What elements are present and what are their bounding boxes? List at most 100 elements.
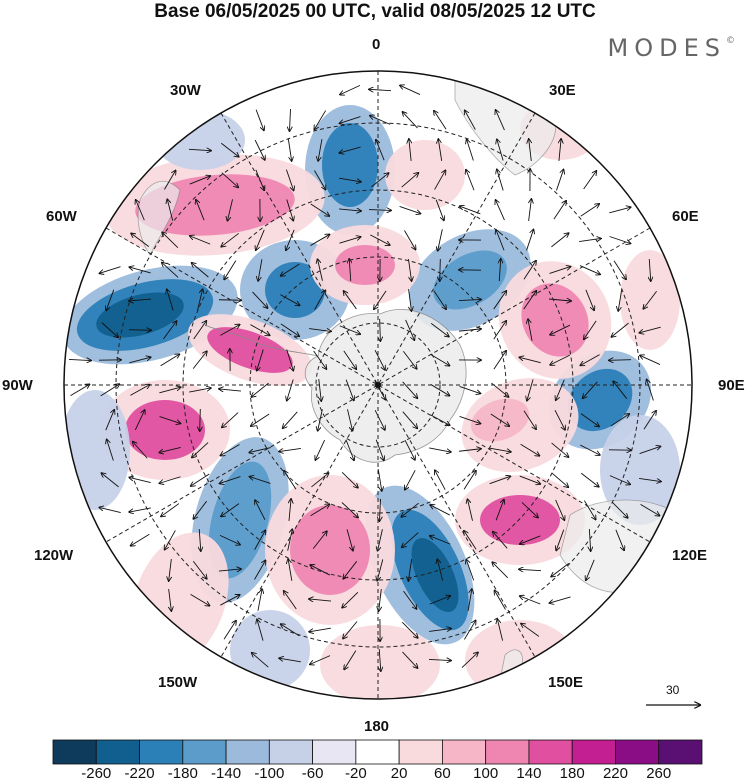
wind-vector-arrow (254, 530, 266, 550)
wind-vector-arrow (465, 110, 476, 130)
lon-label-90w: 90W (2, 377, 33, 394)
wind-vector-arrow (551, 472, 569, 487)
wind-vector-arrow (255, 500, 266, 521)
wind-vector-arrow (136, 200, 145, 221)
wind-vector-arrow (493, 532, 508, 549)
wind-vector-arrow (559, 139, 561, 161)
wind-vector-arrow (464, 531, 477, 550)
wind-vector-arrow (556, 170, 563, 191)
wind-vector-arrow (339, 209, 361, 211)
wind-vector-arrow (129, 477, 151, 483)
wind-vector-arrow (401, 502, 419, 517)
wind-vector-arrow (279, 448, 301, 451)
colorbar-tick-label: -180 (167, 765, 198, 782)
wind-vector-arrow (368, 210, 391, 211)
wind-vector-arrow (252, 291, 267, 308)
wind-vector-arrow (435, 470, 446, 490)
wind-vector-arrow (129, 267, 151, 274)
wind-vector-arrow (408, 259, 411, 281)
wind-vector-arrow (609, 475, 630, 485)
wind-vector-arrow (159, 416, 181, 424)
colorbar-swatch (355, 739, 400, 765)
colorbar-swatch (312, 739, 357, 765)
lon-label-30w: 30W (170, 82, 201, 99)
wind-vector-arrow (580, 413, 599, 427)
wind-vector-arrow (191, 473, 210, 486)
wind-vector-arrow (161, 503, 180, 517)
wind-vector-arrow (618, 289, 623, 311)
colorbar-tick-label: -20 (345, 765, 367, 782)
wind-vector-arrow (100, 266, 121, 274)
negative-anomaly-shading (411, 537, 459, 613)
wind-vector-arrow (526, 230, 534, 251)
wind-vector-arrow (489, 447, 511, 452)
wind-vector-arrow (340, 84, 361, 94)
wind-vector-arrow (188, 149, 211, 150)
wind-vector-arrow (495, 590, 506, 610)
wind-vector-arrow (550, 354, 571, 365)
wind-vector-arrow (519, 357, 541, 364)
colorbar (52, 739, 703, 765)
wind-vector-arrow (129, 299, 151, 301)
wind-vector-arrow (583, 171, 597, 190)
wind-vector-arrow (643, 290, 657, 309)
wind-vector-arrow (611, 501, 627, 518)
wind-vector-arrow (495, 500, 504, 521)
wind-vector-arrow (490, 413, 509, 426)
wind-vector-arrow (189, 176, 210, 185)
wind-vector-arrow (162, 263, 179, 278)
wind-vector-arrow (497, 139, 504, 161)
wind-vector-arrow (523, 261, 536, 280)
wind-vector-arrow (256, 229, 265, 250)
wind-vector-arrow (527, 379, 534, 400)
wind-vector-arrow (643, 411, 656, 430)
colorbar-swatch (52, 739, 97, 765)
colorbar-tick-label: -260 (81, 765, 112, 782)
wind-vector-arrow (310, 655, 331, 665)
wind-vector-arrow (551, 442, 569, 457)
wind-vector-arrow (459, 329, 481, 331)
wind-vector-arrow (258, 259, 263, 281)
wind-vector-arrow (380, 318, 381, 341)
wind-vector-arrow (520, 535, 541, 544)
wind-vector-arrow (404, 439, 415, 460)
wind-vector-arrow (251, 382, 269, 397)
colorbar-swatch (485, 739, 530, 765)
wind-vector-arrow (376, 140, 385, 161)
wind-vector-arrow (219, 534, 240, 544)
wind-vector-arrow (134, 410, 144, 431)
wind-vector-arrow (346, 529, 353, 550)
wind-vector-arrow (254, 560, 266, 580)
lon-label-180: 180 (364, 718, 390, 735)
wind-vector-arrow (257, 589, 262, 611)
wind-vector-arrow (429, 629, 451, 632)
wind-vector-arrow (284, 591, 297, 610)
wind-vector-arrow (613, 381, 628, 399)
wind-vector-arrow (374, 349, 385, 370)
wind-vector-arrow (408, 289, 412, 311)
wind-vector-arrow (309, 329, 331, 332)
colorbar-swatch (182, 739, 227, 765)
wind-vector-arrow (318, 259, 323, 281)
wind-vector-arrow (581, 472, 598, 486)
lon-label-60e: 60E (672, 208, 699, 225)
south-pole-dot (375, 382, 381, 388)
wind-vector-arrow (402, 411, 417, 429)
colorbar-labels: -260 -220 -180 -140 -100 -60 -20 20 60 100 140 180 2… (0, 765, 750, 783)
wind-vector-arrow (343, 561, 358, 578)
colorbar-swatch (139, 739, 184, 765)
wind-vector-arrow (162, 232, 179, 249)
wind-vector-arrow (318, 409, 323, 430)
wind-vector-arrow (579, 444, 600, 455)
wind-vector-arrow (519, 475, 541, 484)
wind-vector-arrow (615, 529, 624, 550)
wind-vector-arrow (68, 359, 91, 360)
wind-vector-arrow (315, 439, 326, 460)
wind-vector-arrow (580, 204, 599, 217)
wind-vector-arrow (586, 559, 595, 580)
wind-vector-arrow (286, 349, 294, 371)
colorbar-tick-label: 140 (516, 765, 542, 782)
wind-vector-arrow (377, 469, 382, 491)
wind-vector-arrow (251, 413, 270, 426)
wind-vector-arrow (289, 108, 290, 131)
